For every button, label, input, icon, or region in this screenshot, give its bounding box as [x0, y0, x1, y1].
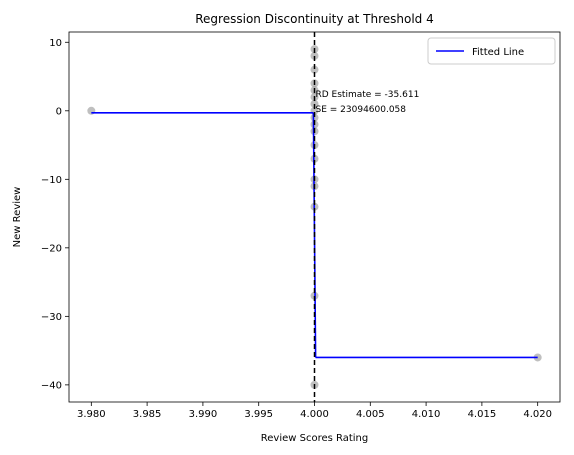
data-point	[310, 99, 319, 108]
data-point	[310, 65, 319, 74]
y-tick-label: 10	[49, 38, 62, 49]
x-tick-label: 3.985	[133, 409, 162, 420]
x-tick-label: 4.020	[523, 409, 552, 420]
scatter-points	[87, 45, 542, 389]
x-tick-label: 4.015	[468, 409, 497, 420]
y-tick-label: 0	[56, 106, 62, 117]
chart-title: Regression Discontinuity at Threshold 4	[195, 12, 434, 26]
x-axis: 3.980 3.985 3.990 3.995 4.000 4.005 4.010 4.015…	[77, 402, 552, 420]
y-tick-label: −20	[41, 243, 62, 254]
y-tick-label: −40	[41, 380, 62, 391]
y-axis-label: New Review	[12, 187, 23, 248]
x-tick-label: 4.005	[356, 409, 385, 420]
x-tick-label: 4.000	[300, 409, 329, 420]
y-tick-label: −10	[41, 175, 62, 186]
legend: Fitted Line	[427, 37, 556, 65]
x-tick-label: 3.995	[244, 409, 273, 420]
legend-box	[427, 37, 556, 65]
se-annotation: SE = 23094600.058	[316, 105, 407, 115]
x-tick-label: 4.010	[412, 409, 441, 420]
y-axis: 10 0 −10 −20 −30 −40	[41, 38, 69, 391]
legend-label: Fitted Line	[472, 47, 524, 58]
x-tick-label: 3.990	[189, 409, 218, 420]
y-tick-label: −30	[41, 312, 62, 323]
data-point	[310, 51, 319, 60]
x-axis-label: Review Scores Rating	[261, 433, 369, 444]
data-point	[310, 113, 319, 122]
x-tick-label: 3.980	[77, 409, 106, 420]
rd-estimate-annotation: RD Estimate = -35.611	[316, 90, 420, 100]
